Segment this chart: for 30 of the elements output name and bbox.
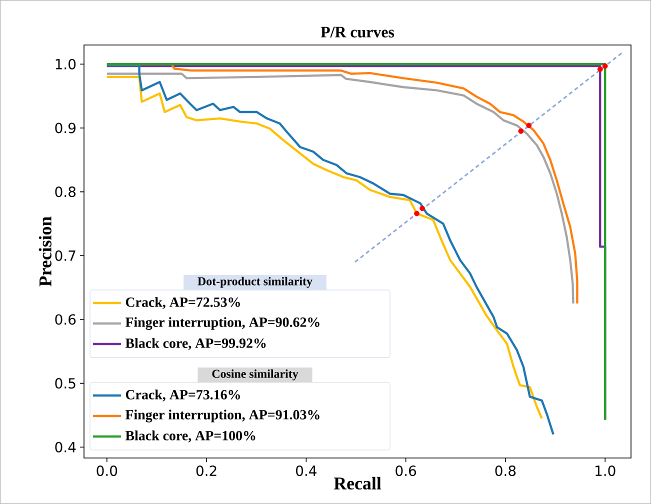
x-tick-label: 1.0 xyxy=(596,466,616,476)
legend-label: Crack, AP=73.16% xyxy=(126,390,240,402)
y-tick-label: 0.7 xyxy=(55,250,76,261)
y-tick-label: 1.0 xyxy=(56,58,76,70)
x-tick-label: 0.6 xyxy=(396,466,416,476)
annotation: Cosine similarity xyxy=(212,369,298,380)
point xyxy=(518,128,524,134)
y-tick-label: 0.4 xyxy=(55,442,76,452)
legend-label: Black core, AP=99.92% xyxy=(125,338,266,350)
annotation: Dot-product similarity xyxy=(198,276,312,288)
legend-label: Finger interruption, AP=90.62% xyxy=(125,317,320,330)
point xyxy=(420,206,425,212)
x-axis-title: Recall xyxy=(334,476,382,490)
y-tick-label: 0.9 xyxy=(55,122,76,134)
y-tick-label: 0.8 xyxy=(55,186,76,198)
x-tick-label: 0.2 xyxy=(196,466,216,476)
point xyxy=(597,66,603,72)
x-tick-label: 0.4 xyxy=(296,466,316,476)
y-tick-label: 0.6 xyxy=(55,314,76,325)
point xyxy=(602,63,608,69)
point xyxy=(414,210,420,216)
y-axis-title: Precision xyxy=(38,216,52,286)
legend-label: Finger interruption, AP=91.03% xyxy=(125,410,320,422)
point xyxy=(526,122,532,128)
x-tick-label: 0.8 xyxy=(495,466,516,476)
x-tick-label: 0.0 xyxy=(96,466,118,476)
legend-label: Crack, AP=72.53% xyxy=(126,297,240,309)
legend-label: Black core, AP=100% xyxy=(125,430,256,442)
chart-title: P/R curves xyxy=(320,26,394,38)
y-tick-label: 0.5 xyxy=(55,378,76,389)
